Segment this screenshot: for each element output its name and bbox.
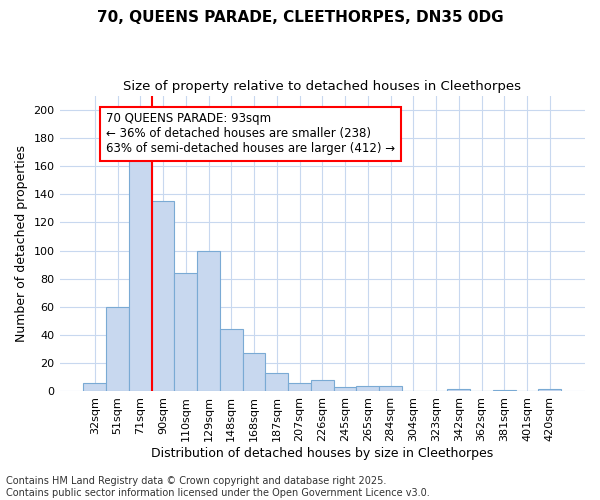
X-axis label: Distribution of detached houses by size in Cleethorpes: Distribution of detached houses by size … bbox=[151, 447, 493, 460]
Bar bbox=[242, 354, 265, 392]
Bar bbox=[265, 373, 288, 392]
Text: Contains HM Land Registry data © Crown copyright and database right 2025.
Contai: Contains HM Land Registry data © Crown c… bbox=[6, 476, 430, 498]
Bar bbox=[197, 250, 220, 392]
Bar bbox=[83, 383, 106, 392]
Bar bbox=[220, 330, 242, 392]
Bar bbox=[106, 307, 129, 392]
Bar bbox=[493, 390, 515, 392]
Bar bbox=[129, 154, 152, 392]
Bar bbox=[175, 273, 197, 392]
Text: 70 QUEENS PARADE: 93sqm
← 36% of detached houses are smaller (238)
63% of semi-d: 70 QUEENS PARADE: 93sqm ← 36% of detache… bbox=[106, 112, 395, 156]
Y-axis label: Number of detached properties: Number of detached properties bbox=[15, 145, 28, 342]
Bar bbox=[334, 387, 356, 392]
Bar bbox=[538, 388, 561, 392]
Text: 70, QUEENS PARADE, CLEETHORPES, DN35 0DG: 70, QUEENS PARADE, CLEETHORPES, DN35 0DG bbox=[97, 10, 503, 25]
Bar bbox=[152, 201, 175, 392]
Bar bbox=[288, 383, 311, 392]
Bar bbox=[311, 380, 334, 392]
Bar bbox=[448, 388, 470, 392]
Bar bbox=[356, 386, 379, 392]
Title: Size of property relative to detached houses in Cleethorpes: Size of property relative to detached ho… bbox=[123, 80, 521, 93]
Bar bbox=[379, 386, 402, 392]
